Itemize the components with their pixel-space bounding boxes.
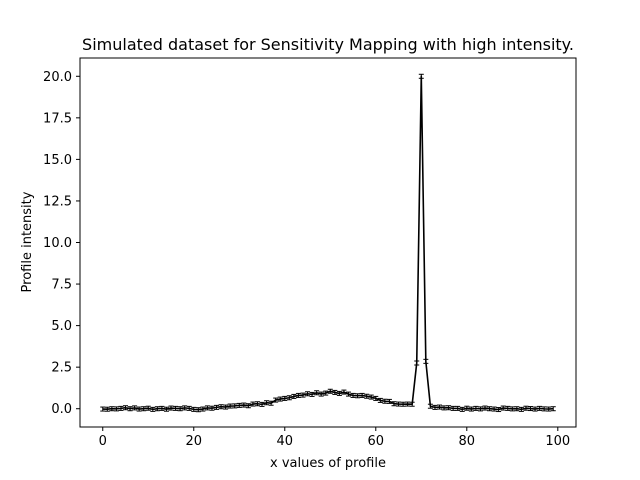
y-tick-label: 0.0 [51, 402, 72, 417]
y-tick-label: 5.0 [51, 319, 72, 334]
x-tick-label: 20 [185, 434, 202, 449]
y-tick-label: 17.5 [43, 111, 72, 126]
chart-title: Simulated dataset for Sensitivity Mappin… [82, 35, 574, 54]
x-axis: 0 20 40 60 80 100 [99, 427, 570, 449]
y-tick-label: 7.5 [51, 278, 72, 293]
y-tick-label: 2.5 [51, 361, 72, 376]
x-tick-label: 0 [99, 434, 107, 449]
y-tick-label: 15.0 [43, 153, 72, 168]
plot-area [100, 73, 556, 413]
y-axis-label: Profile intensity [20, 191, 35, 292]
x-tick-label: 80 [459, 434, 476, 449]
plot-frame [79, 57, 577, 428]
x-axis-label: x values of profile [270, 456, 386, 471]
x-tick-label: 100 [545, 434, 570, 449]
y-tick-label: 12.5 [43, 194, 72, 209]
y-axis: 0.0 2.5 5.0 7.5 10.0 12.5 15.0 17.5 20.0 [43, 70, 80, 417]
y-tick-label: 10.0 [43, 236, 72, 251]
series-line [102, 75, 554, 411]
x-tick-label: 60 [368, 434, 385, 449]
x-tick-label: 40 [276, 434, 293, 449]
y-tick-label: 20.0 [43, 70, 72, 85]
